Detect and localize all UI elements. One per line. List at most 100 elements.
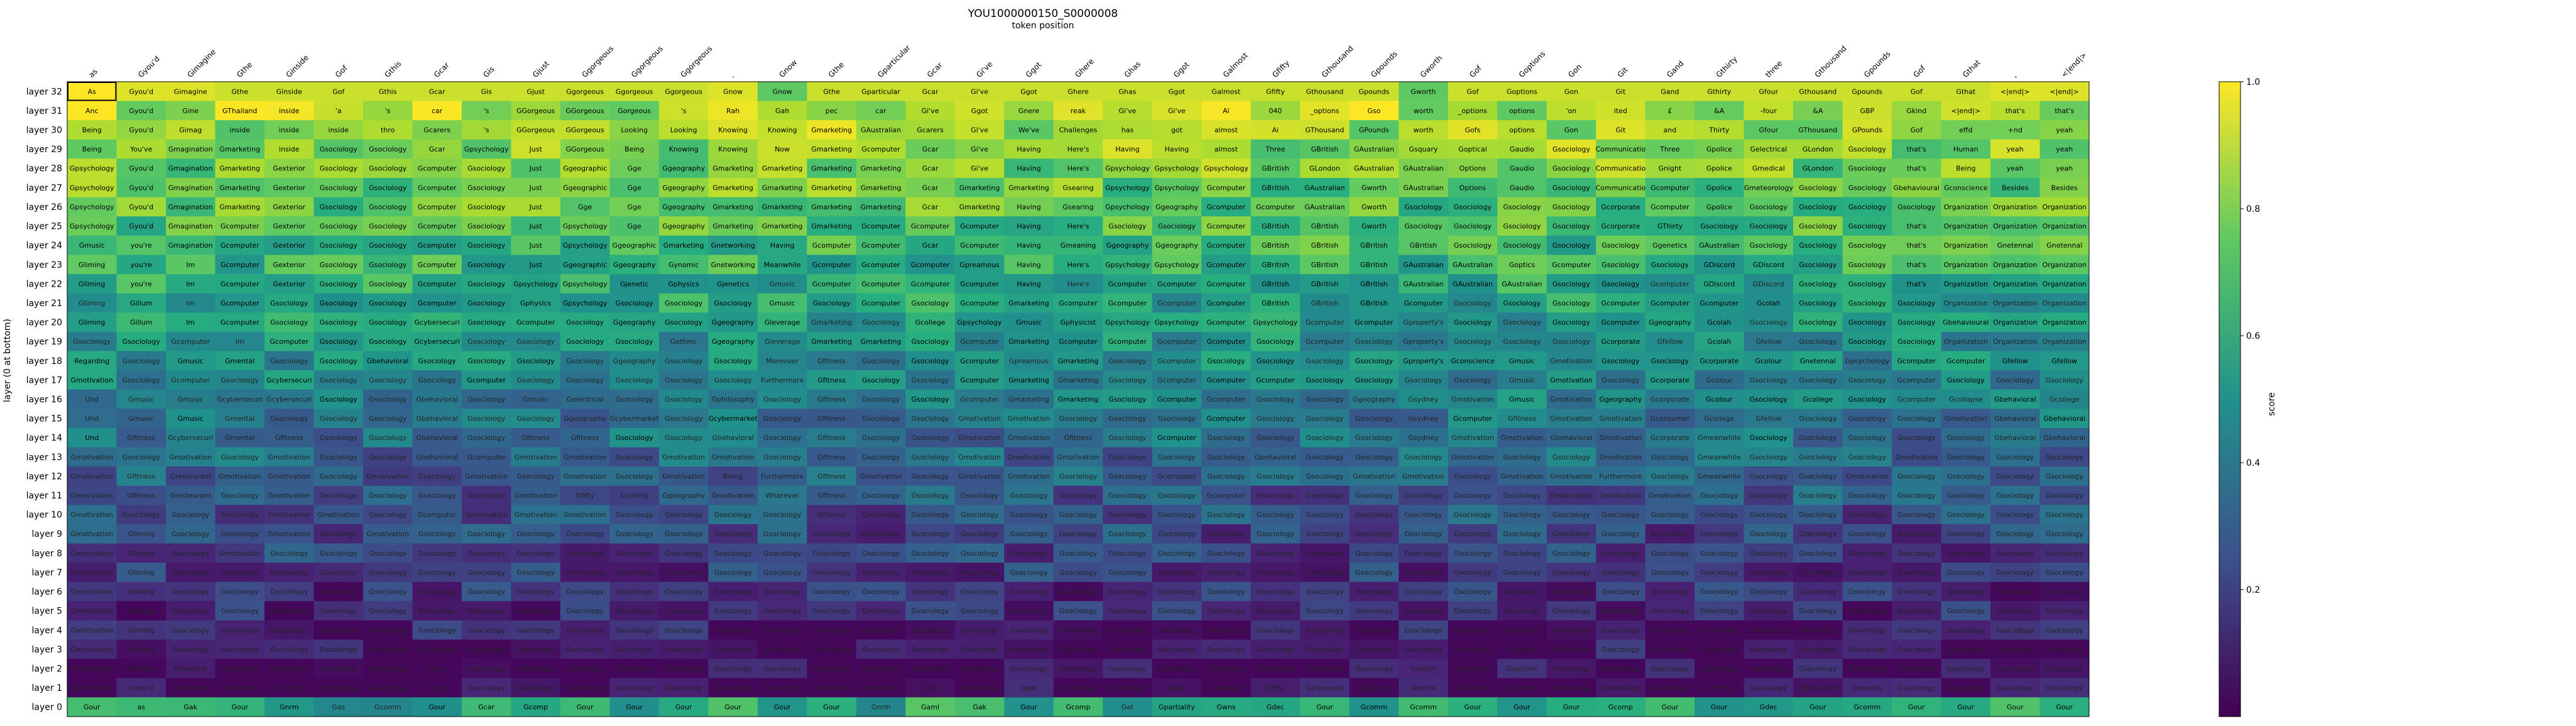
cell-token: Gfitness	[817, 434, 846, 442]
cell-token: Gsociology	[221, 568, 259, 576]
cell-token: Gcolah	[1757, 299, 1781, 307]
cell-token: Gynomic	[669, 261, 699, 269]
heatmap-cell	[1645, 139, 1695, 159]
cell-token: 's	[681, 107, 687, 115]
cell-token: Gsociology	[1108, 415, 1147, 423]
cell-token: Gsociology	[665, 319, 703, 327]
cell-token: Gcomputer	[1306, 319, 1345, 327]
heatmap-cell	[1103, 139, 1153, 159]
cell-token: Knowing	[718, 126, 748, 135]
heatmap-cell	[1497, 82, 1547, 102]
cell-token: Gsociology	[221, 453, 259, 461]
heatmap-cell	[1695, 120, 1744, 140]
heatmap-cell	[954, 216, 1005, 236]
cell-token: Gbehavioral	[1994, 395, 2036, 404]
heatmap-cell	[1250, 216, 1301, 236]
cell-token: Gsociology	[1848, 145, 1887, 153]
cell-token: Gsociology	[1651, 684, 1689, 692]
heatmap-cell	[165, 101, 216, 121]
cell-token: Gsociology	[1897, 607, 1936, 615]
cell-token: Und	[85, 434, 99, 442]
cell-token: Gsociology	[320, 241, 358, 250]
heatmap-cell	[1546, 197, 1596, 217]
heatmap-cell	[658, 331, 709, 351]
heatmap-cell	[1695, 216, 1744, 236]
cell-token: Gsociology	[862, 530, 900, 538]
cell-token: Three	[1659, 145, 1680, 153]
cell-token: Gmotivation	[268, 453, 310, 461]
cell-token: Having	[1017, 280, 1041, 288]
heatmap-cell	[1250, 158, 1301, 179]
cell-token: Gsociology	[467, 415, 506, 423]
heatmap-cell	[1004, 158, 1054, 179]
heatmap-cell	[807, 274, 857, 294]
cell-token: Gsociology	[1059, 511, 1098, 519]
cell-token: Gsociology	[1799, 588, 1837, 596]
cell-token: Gsociology	[862, 607, 900, 615]
heatmap-cell	[1695, 274, 1744, 294]
cell-token: Gsociology	[2046, 472, 2084, 480]
cell-token: Gmarketing	[1008, 299, 1049, 307]
cell-token: Gsociology	[1651, 626, 1689, 634]
cell-token: Gpsychology	[563, 241, 608, 250]
heatmap-cell	[1892, 235, 1941, 255]
heatmap-cell	[1497, 216, 1547, 236]
cell-token: Three	[1265, 145, 1285, 153]
cell-token: Gsociology	[1257, 472, 1295, 480]
cell-token: Gsociology	[1306, 568, 1344, 576]
cell-token: Gmotivation	[1550, 492, 1593, 500]
cell-token: Gmotivation	[958, 453, 1001, 461]
cell-token: Gcomputer	[1207, 299, 1246, 307]
heatmap-cell	[215, 255, 265, 275]
cell-token: Gcomputer	[1651, 184, 1689, 192]
cell-token: Gliming	[128, 607, 155, 615]
heatmap-cell	[954, 82, 1005, 102]
cell-token: Gsociology	[1700, 607, 1738, 615]
cell-token: Communicatio	[1595, 184, 1645, 192]
cell-token: Gsociology	[467, 664, 506, 673]
heatmap-cell	[1448, 158, 1498, 179]
cell-token: Gmarketing	[1058, 395, 1099, 404]
cell-token: Gcar	[429, 145, 445, 153]
cell-token: Ai	[1272, 126, 1279, 135]
heatmap-cell	[807, 331, 857, 351]
cell-token: Gaml	[921, 703, 939, 712]
cell-token: Gmotivation	[1008, 472, 1051, 480]
heatmap-cell	[165, 82, 216, 102]
cell-token: and	[1664, 126, 1677, 135]
cell-token: Gsociology	[1454, 549, 1492, 558]
cell-token: Communicatio	[1595, 165, 1645, 173]
cell-token: Gsociology	[1553, 568, 1591, 576]
cell-token: Gsociology	[763, 568, 802, 576]
cell-token: Gsociology	[1848, 203, 1887, 211]
cell-token: Gsociology	[665, 415, 703, 423]
cell-token: Gliming	[79, 319, 105, 327]
cell-token: Gge	[627, 184, 641, 192]
cell-token: Gmarketing	[959, 184, 1000, 192]
cell-token: Gcar	[478, 703, 494, 712]
cell-token: Gsociology	[813, 568, 851, 576]
cell-token: Gsociology	[1306, 511, 1344, 519]
heatmap-cell	[1399, 158, 1449, 179]
cell-token: Gmarketing	[1008, 184, 1049, 192]
cell-token: Gi've	[971, 126, 988, 135]
cell-token: Gsociology	[813, 684, 851, 692]
cell-token: Gsociology	[467, 241, 506, 250]
cell-token: Gsociology	[1848, 241, 1887, 250]
cell-token: Gsociology	[862, 646, 900, 654]
cell-token: Gresteurant	[170, 472, 212, 480]
cell-token: Gsociology	[320, 415, 358, 423]
heatmap-cell	[165, 216, 216, 236]
cell-token: Gsociology	[714, 588, 753, 596]
cell-token: Gcomputer	[221, 241, 259, 250]
cell-token: GBritish	[1311, 223, 1339, 231]
cell-token: effd	[1959, 126, 1972, 135]
cell-token: Gsociology	[566, 568, 604, 576]
cell-token: Gsociology	[566, 626, 604, 634]
cell-token: Gsociology	[1553, 511, 1591, 519]
cell-token: Gmotivation	[70, 684, 113, 692]
heatmap-cell	[264, 351, 314, 371]
cell-token: Gphilosophy	[711, 395, 755, 404]
heatmap-cell	[560, 216, 610, 236]
cell-token: Gsociology	[1108, 664, 1147, 673]
